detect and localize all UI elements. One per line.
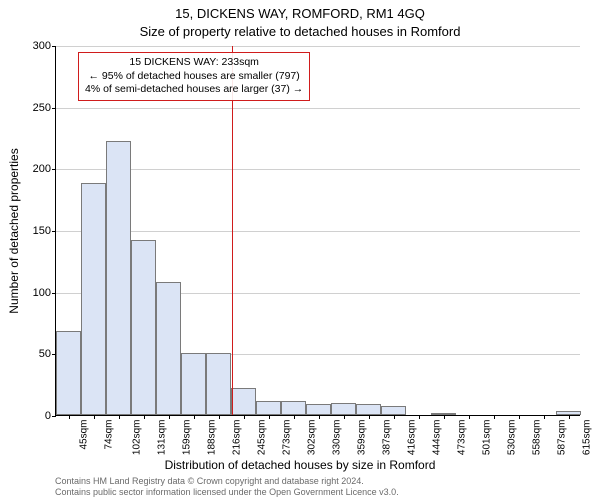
- footer-line-2: Contains public sector information licen…: [55, 487, 580, 498]
- xtick-label: 558sqm: [531, 420, 542, 456]
- histogram-bar: [281, 401, 306, 415]
- xtick-mark: [569, 415, 570, 419]
- ytick-label: 300: [33, 40, 51, 52]
- annotation-box: 15 DICKENS WAY: 233sqm← 95% of detached …: [78, 52, 310, 101]
- xtick-mark: [244, 415, 245, 419]
- xtick-mark: [444, 415, 445, 419]
- y-axis-label: Number of detached properties: [7, 148, 21, 313]
- xtick-mark: [219, 415, 220, 419]
- xtick-mark: [494, 415, 495, 419]
- xtick-mark: [394, 415, 395, 419]
- xtick-label: 615sqm: [581, 420, 592, 456]
- x-axis-label: Distribution of detached houses by size …: [0, 458, 600, 472]
- xtick-label: 330sqm: [331, 420, 342, 456]
- xtick-mark: [94, 415, 95, 419]
- ytick-mark: [52, 416, 56, 417]
- histogram-bar: [231, 388, 256, 415]
- histogram-bar: [381, 406, 406, 415]
- histogram-bar: [106, 141, 131, 415]
- xtick-label: 216sqm: [231, 420, 242, 456]
- title-sub: Size of property relative to detached ho…: [0, 24, 600, 39]
- xtick-label: 501sqm: [481, 420, 492, 456]
- xtick-mark: [519, 415, 520, 419]
- title-main: 15, DICKENS WAY, ROMFORD, RM1 4GQ: [0, 6, 600, 21]
- histogram-bar: [256, 401, 281, 415]
- ytick-label: 150: [33, 225, 51, 237]
- xtick-mark: [344, 415, 345, 419]
- chart-container: 15, DICKENS WAY, ROMFORD, RM1 4GQ Size o…: [0, 0, 600, 500]
- histogram-bar: [306, 404, 331, 415]
- xtick-label: 530sqm: [506, 420, 517, 456]
- histogram-bar: [356, 404, 381, 415]
- ytick-label: 250: [33, 102, 51, 114]
- xtick-label: 102sqm: [131, 420, 142, 456]
- xtick-mark: [269, 415, 270, 419]
- xtick-mark: [169, 415, 170, 419]
- xtick-mark: [369, 415, 370, 419]
- xtick-label: 273sqm: [281, 420, 292, 456]
- gridline: [56, 231, 580, 232]
- xtick-label: 159sqm: [181, 420, 192, 456]
- xtick-mark: [194, 415, 195, 419]
- footer: Contains HM Land Registry data © Crown c…: [55, 476, 580, 498]
- ytick-label: 0: [45, 410, 51, 422]
- xtick-label: 188sqm: [206, 420, 217, 456]
- xtick-mark: [544, 415, 545, 419]
- xtick-label: 587sqm: [556, 420, 567, 456]
- xtick-mark: [469, 415, 470, 419]
- xtick-label: 74sqm: [103, 420, 114, 450]
- ytick-mark: [52, 46, 56, 47]
- histogram-bar: [156, 282, 181, 415]
- xtick-mark: [119, 415, 120, 419]
- footer-line-1: Contains HM Land Registry data © Crown c…: [55, 476, 580, 487]
- gridline: [56, 46, 580, 47]
- gridline: [56, 108, 580, 109]
- ytick-mark: [52, 231, 56, 232]
- xtick-mark: [69, 415, 70, 419]
- xtick-label: 245sqm: [256, 420, 267, 456]
- histogram-bar: [181, 353, 206, 415]
- ytick-label: 50: [39, 348, 51, 360]
- annotation-line: ← 95% of detached houses are smaller (79…: [85, 70, 303, 84]
- xtick-label: 45sqm: [78, 420, 89, 450]
- ytick-label: 100: [33, 287, 51, 299]
- ytick-label: 200: [33, 163, 51, 175]
- annotation-line: 15 DICKENS WAY: 233sqm: [85, 56, 303, 70]
- ytick-mark: [52, 169, 56, 170]
- histogram-bar: [206, 353, 231, 415]
- histogram-bar: [131, 240, 156, 415]
- xtick-label: 444sqm: [431, 420, 442, 456]
- histogram-bar: [331, 403, 356, 415]
- ytick-mark: [52, 108, 56, 109]
- gridline: [56, 169, 580, 170]
- xtick-label: 387sqm: [381, 420, 392, 456]
- xtick-mark: [419, 415, 420, 419]
- xtick-label: 302sqm: [306, 420, 317, 456]
- xtick-label: 473sqm: [456, 420, 467, 456]
- histogram-bar: [56, 331, 81, 415]
- xtick-mark: [294, 415, 295, 419]
- xtick-label: 416sqm: [406, 420, 417, 456]
- reference-line: [232, 46, 233, 415]
- histogram-bar: [81, 183, 106, 415]
- xtick-mark: [319, 415, 320, 419]
- plot-area: 05010015020025030045sqm74sqm102sqm131sqm…: [55, 46, 580, 416]
- xtick-label: 131sqm: [156, 420, 167, 456]
- xtick-label: 359sqm: [356, 420, 367, 456]
- annotation-line: 4% of semi-detached houses are larger (3…: [85, 83, 303, 97]
- xtick-mark: [144, 415, 145, 419]
- ytick-mark: [52, 293, 56, 294]
